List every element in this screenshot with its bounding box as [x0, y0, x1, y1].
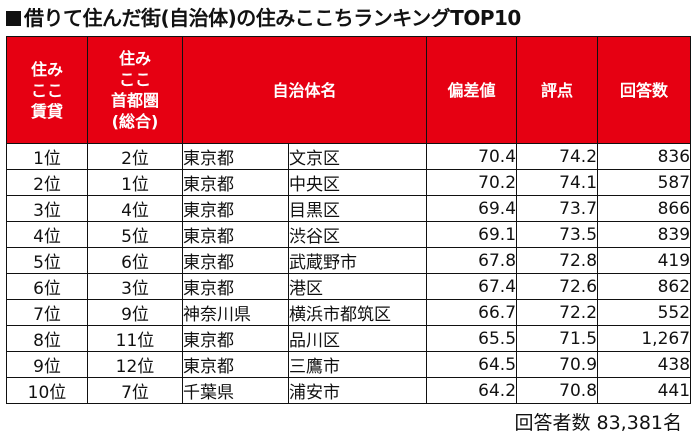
header-rank-rental-line: 賃貸: [30, 101, 63, 121]
cell-rank-rental: 5位: [6, 247, 88, 274]
cell-city: 横浜市都筑区: [287, 299, 428, 326]
respondents-count: 回答者数 83,381名: [514, 412, 682, 434]
cell-prefecture: 東京都: [182, 143, 289, 170]
cell-score: 72.2: [516, 299, 599, 326]
cell-responses: 419: [597, 247, 692, 274]
cell-rank-metro: 3位: [87, 273, 183, 300]
header-municipality: 自治体名: [181, 36, 428, 144]
header-rank-rental-line: ここ: [30, 80, 63, 100]
table-row: 3位 4位 東京都 目黒区 69.4 73.7 866: [6, 195, 692, 222]
cell-score: 73.5: [516, 221, 599, 248]
cell-score: 71.5: [516, 325, 599, 352]
cell-city: 文京区: [287, 143, 428, 170]
cell-rank-rental: 6位: [6, 273, 88, 300]
cell-responses: 587: [597, 169, 692, 196]
header-rank-rental: 住み ここ 賃貸: [6, 36, 88, 144]
cell-city: 目黒区: [287, 195, 428, 222]
cell-prefecture: 東京都: [182, 351, 289, 378]
cell-responses: 866: [597, 195, 692, 222]
header-rank-metro-line: 住み: [118, 49, 151, 68]
header-score: 評点: [516, 36, 599, 144]
table-row: 7位 9位 神奈川県 横浜市都筑区 66.7 72.2 552: [6, 299, 692, 326]
cell-responses: 836: [597, 143, 692, 170]
cell-deviation: 70.4: [426, 143, 518, 170]
cell-prefecture: 東京都: [182, 221, 289, 248]
cell-city: 三鷹市: [287, 351, 428, 378]
cell-prefecture: 東京都: [182, 273, 289, 300]
cell-responses: 839: [597, 221, 692, 248]
header-row: 住み ここ 賃貸 住み ここ 首都圏 (総合) 自治体名 偏差値 評点 回答数: [6, 36, 692, 144]
cell-city: 品川区: [287, 325, 428, 352]
header-rank-rental-line: 住み: [30, 59, 63, 79]
cell-rank-rental: 3位: [6, 195, 88, 222]
cell-rank-metro: 12位: [87, 351, 183, 378]
cell-score: 72.8: [516, 247, 599, 274]
cell-deviation: 66.7: [426, 299, 518, 326]
cell-prefecture: 東京都: [182, 169, 289, 196]
header-responses: 回答数: [597, 36, 692, 144]
cell-deviation: 64.5: [426, 351, 518, 378]
cell-prefecture: 東京都: [182, 247, 289, 274]
cell-rank-rental: 9位: [6, 351, 88, 378]
cell-prefecture: 東京都: [182, 325, 289, 352]
cell-rank-metro: 4位: [87, 195, 183, 222]
cell-rank-metro: 6位: [87, 247, 183, 274]
cell-rank-metro: 11位: [87, 325, 183, 352]
header-rank-metro: 住み ここ 首都圏 (総合): [87, 36, 183, 144]
cell-responses: 1,267: [597, 325, 692, 352]
cell-score: 70.8: [516, 377, 599, 404]
cell-city: 浦安市: [287, 377, 428, 404]
cell-rank-rental: 7位: [6, 299, 88, 326]
cell-city: 渋谷区: [287, 221, 428, 248]
cell-city: 武蔵野市: [287, 247, 428, 274]
header-deviation: 偏差値: [426, 36, 518, 144]
table-row: 10位 7位 千葉県 浦安市 64.2 70.8 441: [6, 377, 692, 404]
cell-city: 港区: [287, 273, 428, 300]
cell-responses: 438: [597, 351, 692, 378]
page-title: 借りて住んだ街(自治体)の住みここちランキングTOP10: [6, 4, 521, 32]
cell-rank-rental: 8位: [6, 325, 88, 352]
cell-rank-rental: 10位: [6, 377, 88, 404]
cell-rank-metro: 5位: [87, 221, 183, 248]
cell-score: 73.7: [516, 195, 599, 222]
cell-score: 70.9: [516, 351, 599, 378]
cell-responses: 862: [597, 273, 692, 300]
ranking-table: 住み ここ 賃貸 住み ここ 首都圏 (総合) 自治体名 偏差値 評点 回答数 …: [6, 36, 692, 404]
table-row: 2位 1位 東京都 中央区 70.2 74.1 587: [6, 169, 692, 196]
cell-rank-metro: 7位: [87, 377, 183, 404]
cell-score: 74.1: [516, 169, 599, 196]
cell-deviation: 70.2: [426, 169, 518, 196]
cell-deviation: 67.8: [426, 247, 518, 274]
cell-rank-rental: 4位: [6, 221, 88, 248]
cell-prefecture: 千葉県: [182, 377, 289, 404]
cell-prefecture: 神奈川県: [182, 299, 289, 326]
cell-responses: 441: [597, 377, 692, 404]
page-title-text: 借りて住んだ街(自治体)の住みここちランキングTOP10: [24, 6, 521, 30]
cell-rank-rental: 2位: [6, 169, 88, 196]
cell-responses: 552: [597, 299, 692, 326]
cell-city: 中央区: [287, 169, 428, 196]
table-row: 8位 11位 東京都 品川区 65.5 71.5 1,267: [6, 325, 692, 352]
cell-deviation: 69.4: [426, 195, 518, 222]
table-row: 1位 2位 東京都 文京区 70.4 74.2 836: [6, 143, 692, 170]
cell-rank-metro: 9位: [87, 299, 183, 326]
cell-deviation: 69.1: [426, 221, 518, 248]
header-rank-metro-line: (総合): [111, 112, 159, 131]
cell-score: 74.2: [516, 143, 599, 170]
black-square-icon: [6, 11, 21, 26]
cell-deviation: 67.4: [426, 273, 518, 300]
cell-score: 72.6: [516, 273, 599, 300]
cell-deviation: 64.2: [426, 377, 518, 404]
table-row: 5位 6位 東京都 武蔵野市 67.8 72.8 419: [6, 247, 692, 274]
cell-rank-metro: 1位: [87, 169, 183, 196]
cell-rank-metro: 2位: [87, 143, 183, 170]
table-row: 6位 3位 東京都 港区 67.4 72.6 862: [6, 273, 692, 300]
cell-prefecture: 東京都: [182, 195, 289, 222]
header-rank-metro-line: ここ: [118, 70, 151, 89]
table-row: 4位 5位 東京都 渋谷区 69.1 73.5 839: [6, 221, 692, 248]
table-row: 9位 12位 東京都 三鷹市 64.5 70.9 438: [6, 351, 692, 378]
header-rank-metro-line: 首都圏: [110, 91, 159, 110]
cell-deviation: 65.5: [426, 325, 518, 352]
cell-rank-rental: 1位: [6, 143, 88, 170]
